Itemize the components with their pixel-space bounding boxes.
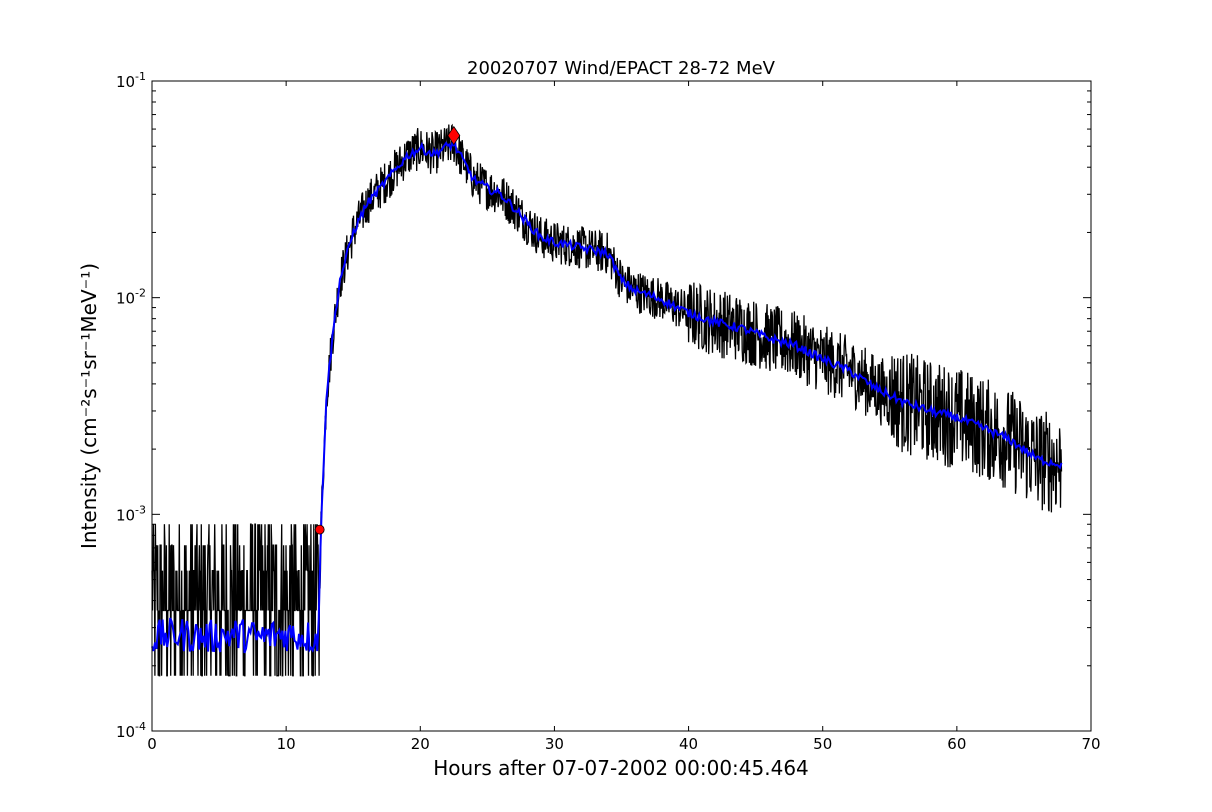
x-tick-label: 60	[947, 735, 966, 753]
smoothed-intensity-line	[151, 141, 1063, 654]
x-tick-label: 30	[545, 735, 564, 753]
plot-layer	[151, 123, 1063, 677]
y-tick-label: 10-2	[116, 287, 146, 308]
y-tick-label: 10-3	[116, 503, 146, 524]
x-tick-label: 0	[147, 735, 157, 753]
y-axis-label: Intensity (cm⁻²s⁻¹sr⁻¹MeV⁻¹)	[77, 263, 101, 549]
x-axis-label: Hours after 07-07-2002 00:00:45.464	[433, 756, 809, 780]
tick-layer: 0 10 20 30 40 50 60 70 10-4 10-3 10-2 10-1	[116, 70, 1101, 753]
x-tick-label: 50	[813, 735, 832, 753]
plot-frame	[151, 80, 1092, 732]
onset-marker	[314, 524, 325, 535]
peak-marker	[447, 125, 461, 146]
y-tick-label: 10-1	[116, 70, 146, 91]
y-tick-label: 10-4	[116, 720, 146, 741]
x-tick-label: 20	[411, 735, 430, 753]
chart-title: 20020707 Wind/EPACT 28-72 MeV	[467, 58, 776, 79]
x-tick-label: 70	[1081, 735, 1100, 753]
x-tick-label: 10	[277, 735, 296, 753]
x-tick-label: 40	[679, 735, 698, 753]
raw-intensity-line	[151, 123, 1063, 677]
